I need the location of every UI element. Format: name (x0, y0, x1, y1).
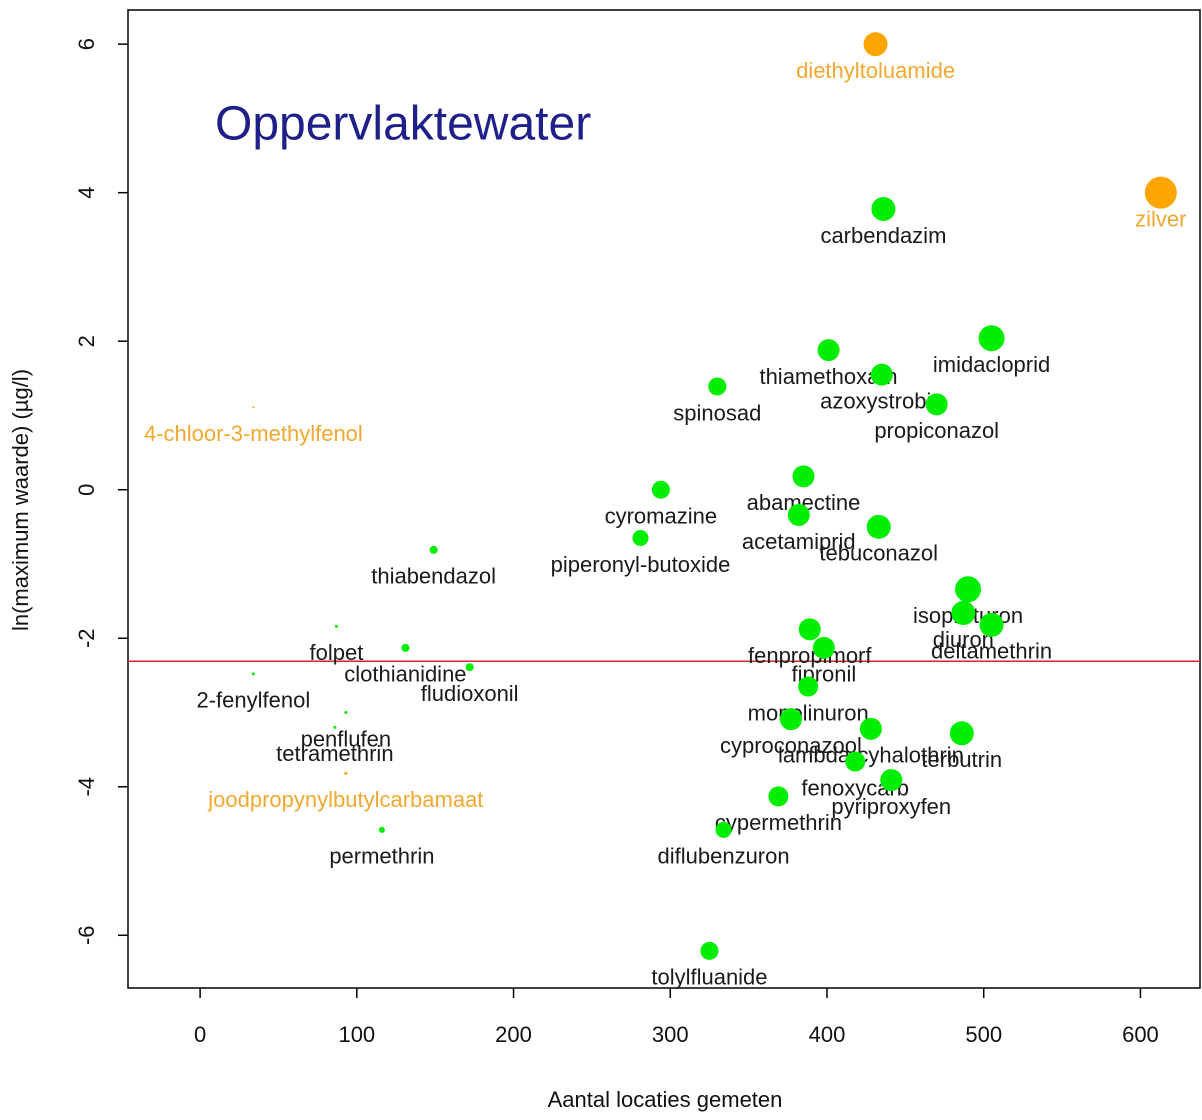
point-label: folpet (310, 640, 364, 665)
bubble (787, 503, 810, 526)
bubble (870, 363, 893, 386)
bubble (955, 576, 982, 603)
point-label: pyriproxyfen (831, 794, 951, 819)
bubble (779, 708, 802, 731)
bubble (401, 643, 410, 652)
point-label: 4-chloor-3-methylfenol (144, 421, 363, 446)
point-label: carbendazim (820, 223, 946, 248)
chart-title: Oppervlaktewater (215, 98, 591, 151)
x-tick-label: 100 (338, 1022, 375, 1047)
point-label: lambda-cyhalothrin (778, 743, 964, 768)
y-tick-label: 0 (74, 484, 99, 496)
point-label: cyromazine (605, 504, 717, 529)
bubble (429, 545, 438, 554)
point-label: zilver (1135, 206, 1186, 231)
point-label: clothianidine (344, 662, 466, 687)
point-label: diflubenzuron (658, 844, 790, 869)
point-label: cypermethrin (715, 810, 842, 835)
point-label: fludioxonil (421, 681, 519, 706)
x-tick-label: 0 (194, 1022, 206, 1047)
bubble (378, 826, 385, 833)
bubble (708, 377, 727, 396)
x-tick-label: 200 (495, 1022, 532, 1047)
y-tick-label: 6 (74, 38, 99, 50)
point-label: imidacloprid (933, 352, 1050, 377)
bubble (344, 710, 348, 714)
point-label: monolinuron (748, 700, 869, 725)
bubble (251, 672, 255, 676)
bubble (333, 725, 337, 729)
x-tick-label: 600 (1122, 1022, 1159, 1047)
point-label: piperonyl-butoxide (551, 552, 731, 577)
bubble (1144, 176, 1177, 209)
point-label: terbutrin (921, 747, 1002, 772)
bubble (798, 676, 819, 697)
point-label: penflufen (301, 726, 392, 751)
bubble (651, 480, 670, 499)
y-tick-label: -2 (74, 628, 99, 648)
bubble (344, 771, 348, 775)
point-label: joodpropynylbutylcarbamaat (207, 787, 483, 812)
x-tick-label: 500 (965, 1022, 1002, 1047)
bubble (880, 769, 903, 792)
bubble (792, 465, 815, 488)
y-tick-label: 2 (74, 335, 99, 347)
bubble (632, 529, 649, 546)
point-label: 2-fenylfenol (197, 688, 311, 713)
bubble (334, 624, 338, 628)
bubble (812, 636, 835, 659)
bubble (949, 721, 974, 746)
point-label: spinosad (673, 400, 761, 425)
bubble (871, 197, 896, 222)
y-tick-label: 4 (74, 187, 99, 199)
x-tick-label: 400 (809, 1022, 846, 1047)
point-label: fenpropimorf (748, 643, 872, 668)
bubble (978, 325, 1005, 352)
point-label: tebuconazol (819, 541, 938, 566)
point-label: cyproconazool (720, 733, 862, 758)
point-label: acetamiprid (742, 529, 856, 554)
bubble (951, 600, 976, 625)
y-axis-label: ln(maximum waarde) (µg/l) (8, 369, 33, 631)
point-label: thiabendazol (371, 564, 496, 589)
point-label: deltamethrin (931, 639, 1052, 664)
x-tick-label: 300 (652, 1022, 689, 1047)
bubble (715, 821, 732, 838)
bubble (863, 32, 888, 57)
bubble (866, 514, 891, 539)
bubble (979, 612, 1004, 637)
bubble (700, 941, 719, 960)
bubble (798, 618, 821, 641)
point-label: diethyltoluamide (796, 58, 955, 83)
point-label: tolylfluanide (651, 965, 767, 990)
point-label: azoxystrobin (820, 388, 944, 413)
bubble (925, 393, 948, 416)
bubble (465, 663, 474, 672)
point-label: tetramethrin (276, 741, 393, 766)
plot-frame (127, 9, 1201, 989)
bubble (817, 339, 840, 362)
bubble (845, 751, 866, 772)
bubble (252, 406, 255, 409)
point-label: propiconazol (874, 418, 999, 443)
x-axis-label: Aantal locaties gemeten (548, 1087, 783, 1112)
bubble (859, 717, 882, 740)
y-tick-label: -6 (74, 925, 99, 945)
bubble (768, 786, 789, 807)
y-tick-label: -4 (74, 777, 99, 797)
point-label: permethrin (329, 844, 434, 869)
